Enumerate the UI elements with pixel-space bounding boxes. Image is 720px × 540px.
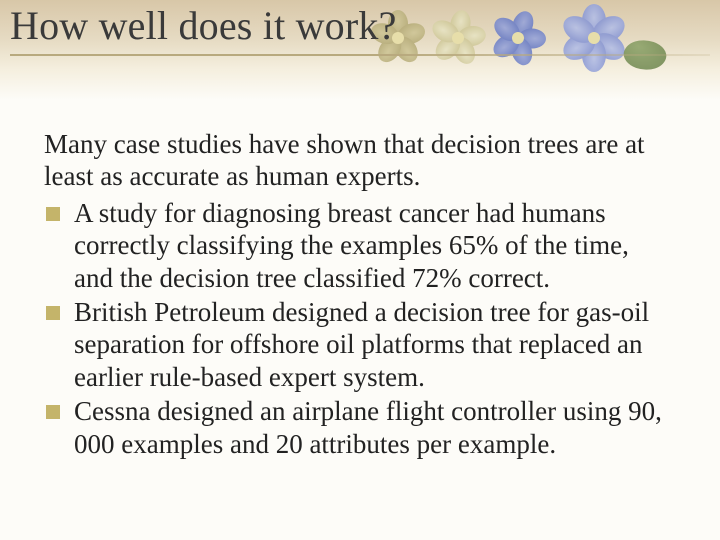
flower-icon <box>430 10 486 66</box>
list-item: Cessna designed an airplane flight contr… <box>44 395 674 460</box>
list-item: British Petroleum designed a decision tr… <box>44 296 674 393</box>
intro-paragraph: Many case studies have shown that decisi… <box>44 128 674 193</box>
flower-icon <box>490 10 546 66</box>
list-item: A study for diagnosing breast cancer had… <box>44 197 674 294</box>
bullet-text: British Petroleum designed a decision tr… <box>74 297 649 392</box>
bullet-text: A study for diagnosing breast cancer had… <box>74 198 629 293</box>
slide-title: How well does it work? <box>10 2 397 49</box>
bullet-list: A study for diagnosing breast cancer had… <box>44 197 674 460</box>
bullet-square-icon <box>46 405 60 419</box>
decorative-floral-banner <box>370 6 660 70</box>
bullet-square-icon <box>46 207 60 221</box>
flower-icon <box>550 10 660 66</box>
bullet-text: Cessna designed an airplane flight contr… <box>74 396 662 458</box>
title-underline <box>10 54 710 56</box>
slide-body: Many case studies have shown that decisi… <box>44 128 674 460</box>
bullet-square-icon <box>46 306 60 320</box>
slide: How well does it work? Many case studies… <box>0 0 720 540</box>
